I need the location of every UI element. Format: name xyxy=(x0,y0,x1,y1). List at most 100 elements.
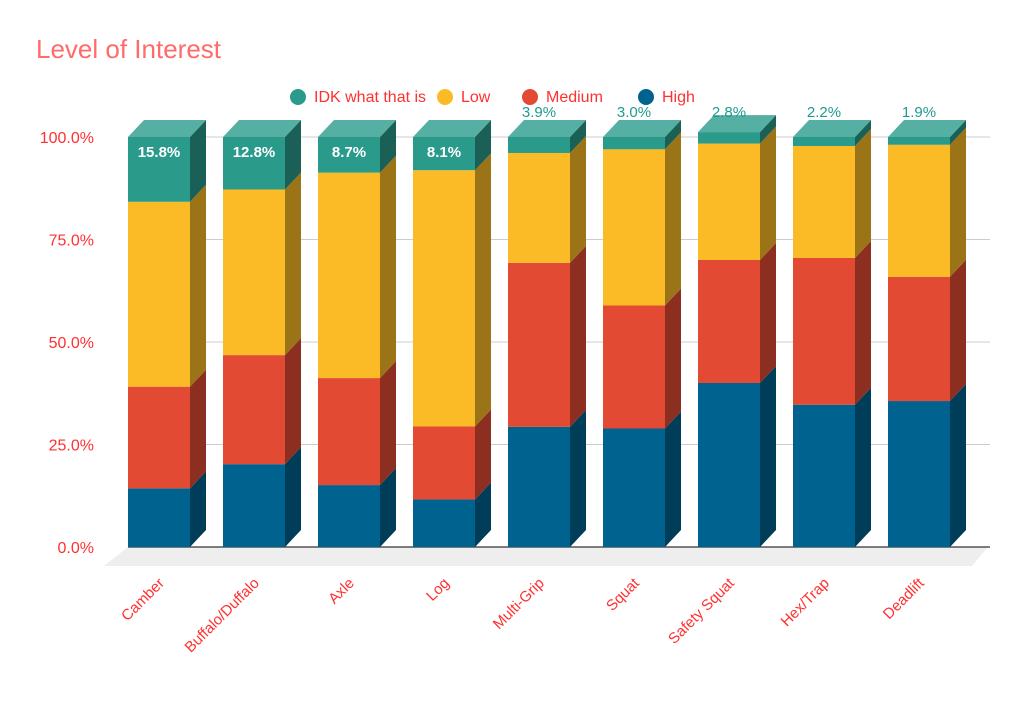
bar-side-idk-what-that-is-hex-trap xyxy=(855,120,871,147)
bar-segment-medium-axle xyxy=(318,361,396,486)
bar-stack-squat xyxy=(603,120,681,547)
bar-side-idk-what-that-is-buffalo-duffalo xyxy=(285,120,301,190)
legend-swatch-medium xyxy=(522,89,538,105)
bar-side-medium-deadlift xyxy=(950,259,966,402)
bar-segment-high-hex-trap xyxy=(793,387,871,547)
bar-face-low-axle xyxy=(318,172,380,379)
data-label-multi-grip: 3.9% xyxy=(522,104,556,121)
bar-segment-idk-what-that-is-axle xyxy=(318,120,396,173)
data-label-squat: 3.0% xyxy=(617,104,651,121)
bar-side-medium-safety-squat xyxy=(760,243,776,383)
y-tick-label: 25.0% xyxy=(49,438,94,455)
bar-face-low-multi-grip xyxy=(508,152,570,263)
bar-top-squat xyxy=(603,120,681,137)
bar-stack-hex-trap xyxy=(793,120,871,547)
bar-side-low-deadlift xyxy=(950,127,966,277)
bar-segment-medium-camber xyxy=(128,369,206,489)
bar-segment-high-deadlift xyxy=(888,384,966,547)
bar-side-idk-what-that-is-axle xyxy=(380,120,396,173)
bar-face-high-safety-squat xyxy=(698,383,760,547)
legend-label-medium: Medium xyxy=(546,89,603,106)
bar-segment-low-squat xyxy=(603,132,681,306)
bar-face-high-camber xyxy=(128,488,190,547)
x-tick-label-axle: Axle xyxy=(325,575,358,608)
legend-item-high: High xyxy=(638,89,695,106)
bar-face-high-deadlift xyxy=(888,401,950,547)
bar-face-high-squat xyxy=(603,428,665,547)
bar-side-medium-buffalo-duffalo xyxy=(285,338,301,465)
bar-top-buffalo-duffalo xyxy=(223,120,301,137)
bar-face-medium-axle xyxy=(318,378,380,486)
legend-item-idk-what-that-is: IDK what that is xyxy=(290,89,426,106)
y-tick-label: 75.0% xyxy=(49,233,94,250)
bar-top-deadlift xyxy=(888,120,966,137)
data-labels: 15.8% 12.8% 8.7% 8.1% 3.9% 3.0% 2.8% 2.2% 1.9% xyxy=(138,104,936,161)
bar-face-medium-deadlift xyxy=(888,276,950,402)
bar-side-high-deadlift xyxy=(950,384,966,547)
bar-segment-medium-safety-squat xyxy=(698,243,776,383)
chart-floor xyxy=(104,547,988,566)
bar-segment-medium-log xyxy=(413,409,491,500)
bar-segment-idk-what-that-is-log xyxy=(413,120,491,171)
bar-stack-buffalo-duffalo xyxy=(223,120,301,547)
bar-segment-idk-what-that-is-squat xyxy=(603,120,681,150)
y-tick-label: 100.0% xyxy=(40,130,94,147)
bar-side-high-log xyxy=(475,482,491,547)
bar-face-low-log xyxy=(413,170,475,427)
bar-side-medium-multi-grip xyxy=(570,245,586,427)
bar-face-high-axle xyxy=(318,485,380,547)
bar-side-low-camber xyxy=(190,184,206,387)
bar-segment-high-camber xyxy=(128,471,206,547)
bar-segment-idk-what-that-is-safety-squat xyxy=(698,115,776,144)
bar-side-low-squat xyxy=(665,132,681,306)
y-axis-ticks: 0.0% 25.0% 50.0% 75.0% 100.0% xyxy=(40,130,94,557)
legend-item-low: Low xyxy=(437,89,491,106)
bar-segment-high-axle xyxy=(318,468,396,547)
bar-segment-low-buffalo-duffalo xyxy=(223,172,301,356)
bar-top-multi-grip xyxy=(508,120,586,137)
x-tick-label-deadlift: Deadlift xyxy=(880,574,929,623)
bar-side-high-axle xyxy=(380,468,396,547)
bar-face-low-safety-squat xyxy=(698,143,760,260)
x-tick-label-log: Log xyxy=(423,575,453,605)
chart-title: Level of Interest xyxy=(36,34,222,64)
bar-side-low-buffalo-duffalo xyxy=(285,172,301,356)
bar-face-medium-log xyxy=(413,426,475,500)
bar-side-high-buffalo-duffalo xyxy=(285,447,301,547)
bar-face-low-buffalo-duffalo xyxy=(223,189,285,356)
bar-side-idk-what-that-is-squat xyxy=(665,120,681,150)
bar-segment-low-multi-grip xyxy=(508,135,586,263)
bar-face-low-squat xyxy=(603,149,665,306)
data-label-deadlift: 1.9% xyxy=(902,104,936,121)
bar-face-idk-what-that-is-squat xyxy=(603,137,665,150)
data-label-log: 8.1% xyxy=(427,144,461,161)
x-tick-label-safety-squat: Safety Squat xyxy=(665,574,738,647)
bar-face-high-hex-trap xyxy=(793,404,855,547)
bar-face-idk-what-that-is-safety-squat xyxy=(698,132,760,144)
bar-top-camber xyxy=(128,120,206,137)
bar-segment-idk-what-that-is-deadlift xyxy=(888,120,966,145)
bar-side-idk-what-that-is-log xyxy=(475,120,491,171)
bars xyxy=(128,115,966,547)
bar-face-idk-what-that-is-log xyxy=(413,137,475,171)
bar-face-high-buffalo-duffalo xyxy=(223,464,285,547)
x-tick-label-camber: Camber xyxy=(118,575,168,625)
bar-stack-deadlift xyxy=(888,120,966,547)
bar-side-medium-log xyxy=(475,409,491,500)
floor-plane xyxy=(104,547,988,566)
bar-segment-medium-buffalo-duffalo xyxy=(223,338,301,465)
legend-item-medium: Medium xyxy=(522,89,603,106)
bar-face-idk-what-that-is-deadlift xyxy=(888,137,950,145)
bar-top-hex-trap xyxy=(793,120,871,137)
data-label-camber: 15.8% xyxy=(138,144,181,161)
bar-face-idk-what-that-is-multi-grip xyxy=(508,137,570,153)
bar-face-medium-camber xyxy=(128,386,190,489)
bar-side-high-camber xyxy=(190,471,206,547)
bar-segment-idk-what-that-is-multi-grip xyxy=(508,120,586,153)
legend: IDK what that is Low Medium High xyxy=(290,89,695,106)
legend-label-high: High xyxy=(662,89,695,106)
bar-face-high-log xyxy=(413,499,475,547)
bar-face-idk-what-that-is-hex-trap xyxy=(793,137,855,147)
